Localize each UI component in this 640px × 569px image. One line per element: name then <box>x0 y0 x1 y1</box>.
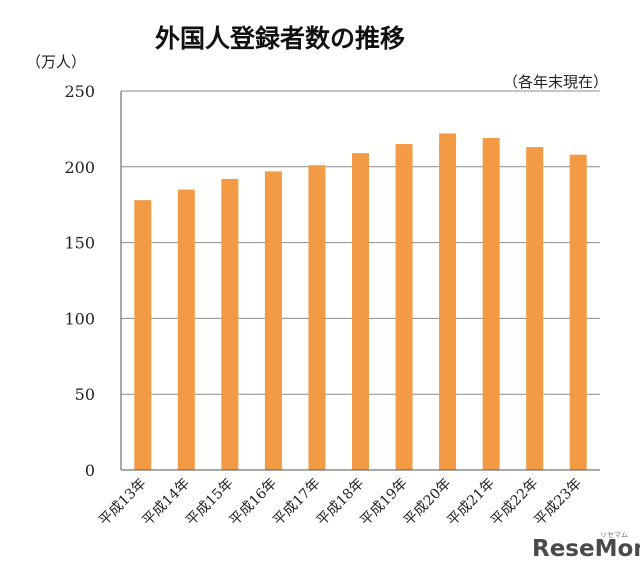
y-axis-unit-label: （万人） <box>26 53 86 71</box>
bar-11 <box>569 154 587 470</box>
resemom-logo: ReseMom リセマム <box>532 531 640 562</box>
y-tick-label-250: 250 <box>64 82 95 101</box>
y-tick-label-150: 150 <box>64 234 95 253</box>
bar-7 <box>395 144 413 470</box>
bar-1 <box>134 200 152 471</box>
watermark-logo: ReseMom <box>532 536 640 562</box>
bar-9 <box>482 137 500 470</box>
y-tick-label-0: 0 <box>85 461 95 480</box>
y-axis-ticks: 0 50 100 150 200 250 <box>64 82 95 480</box>
y-tick-label-100: 100 <box>64 309 95 328</box>
bar-8 <box>439 133 457 470</box>
x-axis-categories: 平成13年平成14年平成15年平成16年平成17年平成18年平成19年平成20年… <box>96 476 585 530</box>
bar-5 <box>308 165 326 470</box>
chart-title: 外国人登録者数の推移 <box>155 24 405 53</box>
bar-3 <box>221 178 239 471</box>
watermark-sub: リセマム <box>600 531 628 539</box>
chart-note: （各年末現在） <box>503 73 608 91</box>
bar-4 <box>264 171 282 470</box>
y-tick-label-50: 50 <box>75 385 95 404</box>
x-axis <box>120 91 600 471</box>
bars <box>134 133 587 471</box>
bar-2 <box>177 189 195 471</box>
x-tick-label-11: 平成23年 <box>531 476 585 530</box>
bar-6 <box>352 153 369 470</box>
y-tick-label-200: 200 <box>64 158 95 177</box>
bar-10 <box>526 147 544 471</box>
